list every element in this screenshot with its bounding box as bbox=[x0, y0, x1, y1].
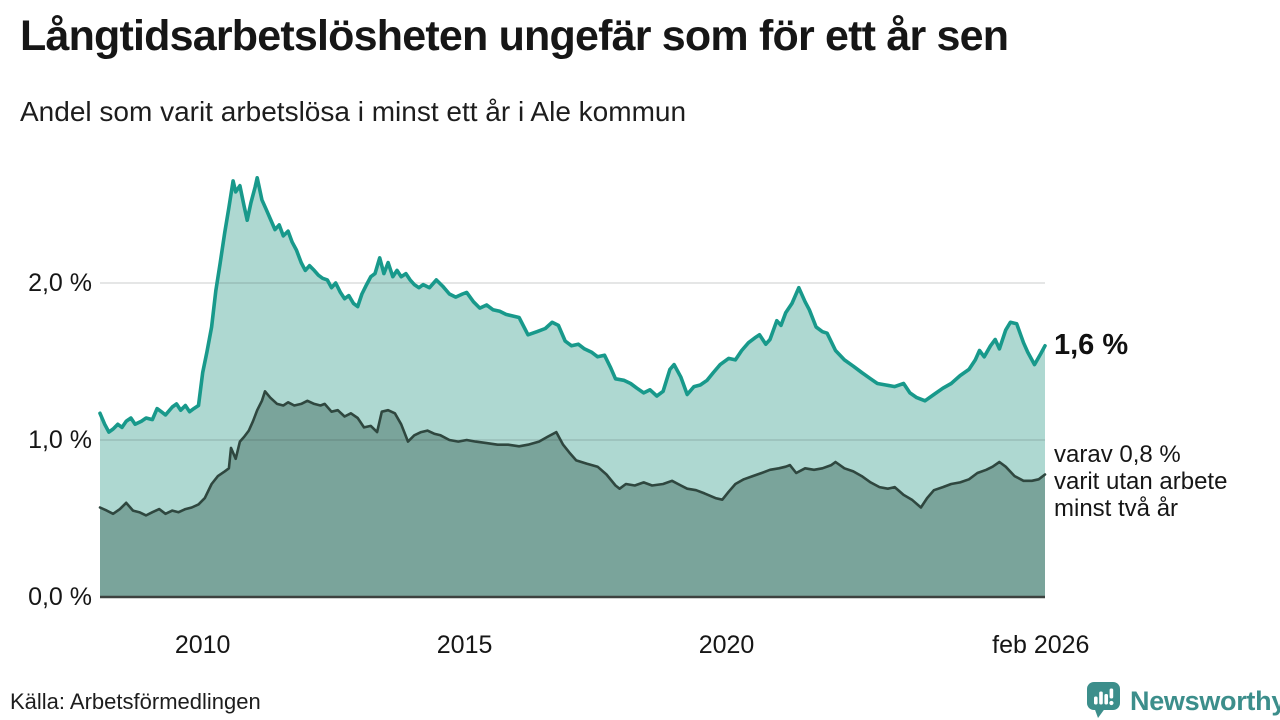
y-tick-label-1: 1,0 % bbox=[28, 426, 92, 454]
line-min-one-year bbox=[98, 176, 1047, 434]
end-value-label-min-two-years: varav 0,8 % varit utan arbete minst två … bbox=[1054, 441, 1228, 522]
newsworthy-logo-icon bbox=[1087, 682, 1120, 718]
x-tick-label-2010: 2010 bbox=[174, 631, 231, 659]
area-fill-min-two-years bbox=[100, 391, 1045, 597]
x-tick-label-2015: 2015 bbox=[436, 631, 493, 659]
end-value-label-min-one-year: 1,6 % bbox=[1054, 329, 1129, 361]
y-gridlines bbox=[100, 282, 1045, 441]
page-title: Långtidsarbetslösheten ungefär som för e… bbox=[20, 12, 1009, 60]
newsworthy-wordmark: Newsworthy bbox=[1130, 686, 1280, 716]
newsworthy-logo: Newsworthy bbox=[1085, 680, 1280, 720]
y-tick-label-0: 0,0 % bbox=[28, 583, 92, 611]
x-tick-label-2020: 2020 bbox=[698, 631, 755, 659]
line-min-two-years bbox=[98, 390, 1047, 517]
x-tick-label-feb-2026: feb 2026 bbox=[992, 631, 1090, 659]
page-subtitle: Andel som varit arbetslösa i minst ett å… bbox=[20, 96, 687, 127]
area-fill-min-one-year bbox=[100, 177, 1045, 598]
source-credit: Källa: Arbetsförmedlingen bbox=[10, 689, 261, 714]
y-tick-label-2: 2,0 % bbox=[28, 269, 92, 297]
